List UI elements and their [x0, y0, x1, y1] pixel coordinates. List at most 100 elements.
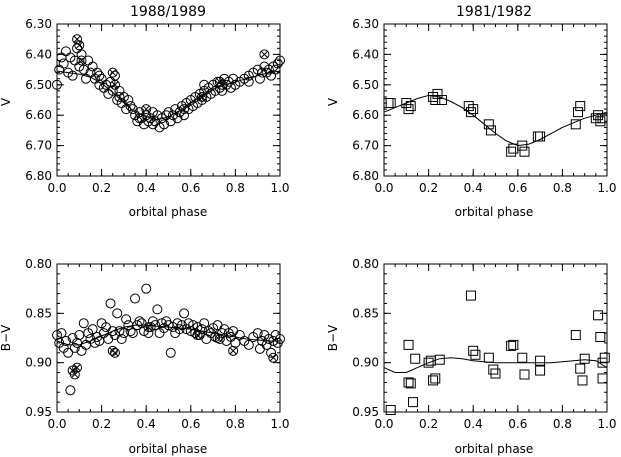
x-tick-label: 0.2 [419, 181, 438, 195]
y-tick-label: 6.70 [25, 139, 52, 153]
data-point-circle [270, 64, 281, 75]
data-point-circle [145, 322, 156, 333]
data-point-square [573, 107, 584, 118]
data-point-circle [147, 107, 158, 118]
data-point-square [570, 119, 581, 130]
y-tick-label: 0.80 [25, 257, 52, 271]
data-point-square [385, 405, 396, 416]
data-point-circle-x [109, 79, 120, 90]
y-axis-label: B−V [326, 324, 340, 351]
x-tick-label: 0.2 [92, 417, 111, 431]
data-point-square [593, 310, 604, 321]
data-point-square [579, 353, 590, 364]
data-point-square [506, 340, 517, 351]
data-point-square [570, 330, 581, 341]
plot-frame [56, 23, 281, 177]
data-point-circle [78, 318, 89, 329]
x-tick-label: 0.8 [553, 417, 572, 431]
data-point-circle [125, 101, 136, 112]
data-point-circle-x [72, 34, 83, 45]
data-point-square [519, 146, 530, 157]
data-point-circle-x [143, 322, 154, 333]
data-point-circle [87, 324, 98, 335]
x-tick-label: 0.0 [47, 181, 66, 195]
data-point-circle [109, 70, 120, 81]
y-tick-label: 0.85 [25, 306, 52, 320]
data-point-circle [67, 70, 78, 81]
data-point-circle [54, 64, 65, 75]
plot-frame [383, 23, 608, 177]
data-point-circle [52, 330, 62, 341]
data-point-square [517, 352, 528, 363]
y-tick-label: 6.40 [25, 47, 52, 61]
data-point-square [483, 352, 494, 363]
data-point-circle [134, 107, 145, 118]
data-point-circle-x [74, 40, 85, 51]
data-point-circle [257, 67, 268, 78]
panel-v-1981-1982: 1981/1982 orbital phase V 0.0 0.2 0.4 0.6 0.… [326, 4, 617, 219]
data-point-circle [199, 318, 210, 329]
data-point-circle [243, 76, 254, 87]
panel-bv-1988-1989: orbital phase B−V 0.0 0.2 0.4 0.6 0.8 1.0 0.80… [0, 257, 290, 456]
data-point-square [519, 369, 530, 380]
data-point-square [468, 345, 479, 356]
panel-title: 1981/1982 [456, 4, 532, 20]
data-point-circle [141, 283, 152, 294]
data-point-circle [60, 335, 71, 346]
cross-line [193, 331, 202, 339]
data-point-circle [52, 79, 62, 90]
data-point-square [535, 355, 546, 366]
data-point-square [517, 140, 528, 151]
data-point-circle [123, 95, 134, 105]
x-tick-label: 0.0 [374, 181, 393, 195]
data-point-square [407, 397, 418, 408]
y-tick-label: 0.90 [352, 356, 379, 370]
data-point-circle [199, 79, 210, 90]
data-point-square [595, 332, 606, 343]
data-point-square [434, 354, 445, 365]
data-point-circle [114, 91, 125, 102]
panel-bv-1981-1982: orbital phase B−V 0.0 0.2 0.4 0.6 0.8 1.0 0.80… [326, 257, 617, 456]
x-tick-label: 0.4 [137, 417, 156, 431]
data-point-circle-x [192, 330, 203, 341]
x-tick-label: 0.8 [553, 181, 572, 195]
data-point-circle [152, 304, 163, 315]
data-point-circle [254, 73, 265, 84]
data-point-circle [156, 318, 167, 329]
cross-line [216, 78, 224, 86]
data-point-circle [92, 67, 103, 78]
x-tick-label: 0.8 [226, 181, 245, 195]
circle-marker [192, 330, 203, 341]
data-point-square [410, 353, 421, 364]
cross-line [260, 50, 268, 58]
circle-marker [259, 49, 270, 60]
data-point-circle [114, 326, 125, 337]
y-axis-label: B−V [0, 324, 13, 351]
y-tick-label: 0.95 [25, 405, 52, 419]
data-point-circle [159, 119, 170, 130]
y-tick-label: 6.30 [25, 17, 52, 31]
y-tick-label: 6.80 [352, 169, 379, 183]
data-point-circle-x [107, 67, 118, 78]
data-point-square [577, 375, 588, 386]
cross-line [77, 56, 86, 65]
data-point-circle [130, 293, 141, 304]
y-axis-label: V [0, 97, 13, 106]
data-point-square [468, 104, 479, 115]
data-point-circle-x [109, 347, 120, 358]
x-axis-label: orbital phase [129, 442, 208, 456]
data-point-square [575, 101, 586, 112]
data-point-square [465, 290, 476, 301]
y-tick-label: 6.40 [352, 47, 379, 61]
data-point-square [486, 125, 497, 136]
data-point-circle [127, 328, 138, 339]
data-point-square [535, 365, 546, 376]
data-point-circle [87, 61, 98, 72]
data-point-circle [63, 347, 74, 358]
data-point-square [597, 113, 608, 124]
data-point-circle [112, 308, 123, 319]
y-tick-label: 6.60 [25, 108, 52, 122]
cross-line [73, 35, 81, 43]
cross-line [111, 349, 119, 357]
x-tick-label: 0.6 [508, 181, 527, 195]
